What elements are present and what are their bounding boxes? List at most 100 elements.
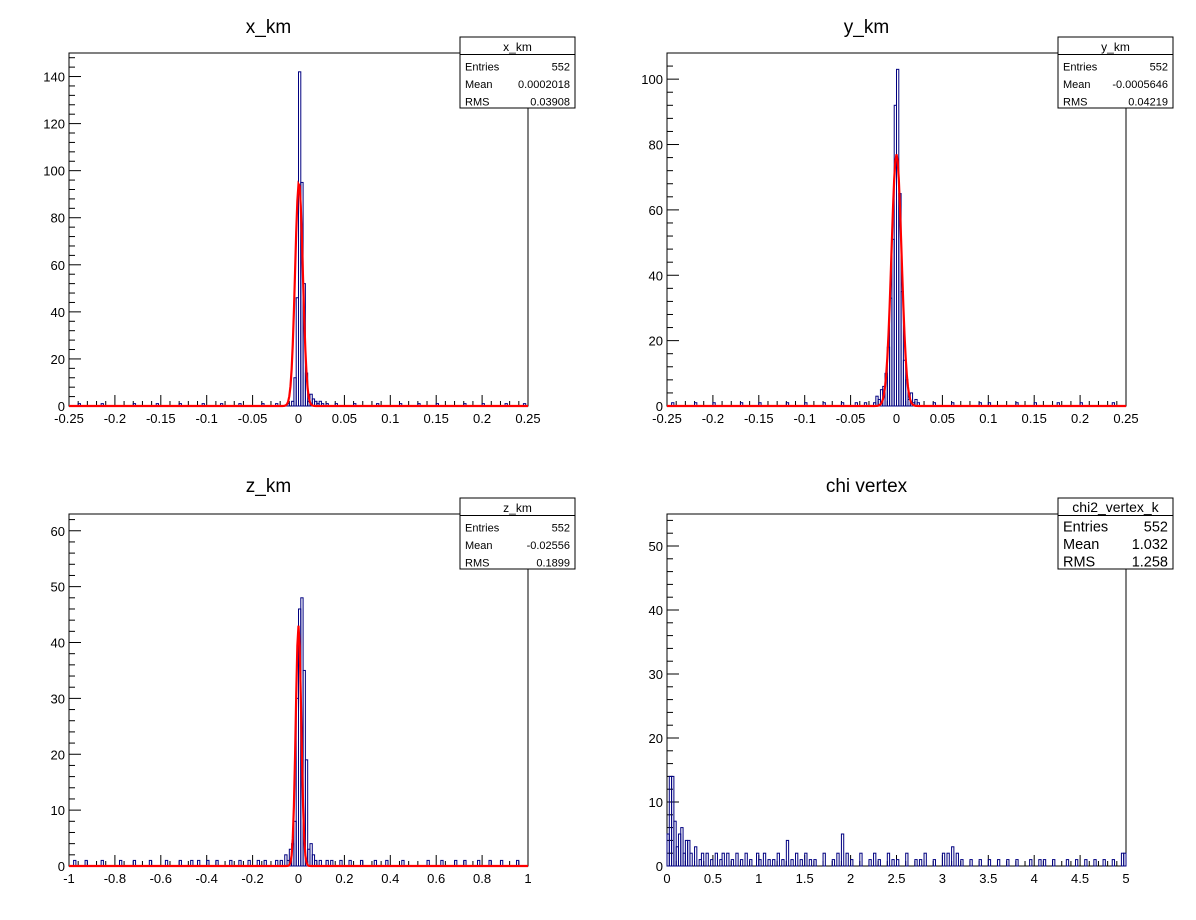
x-tick-label: 0.25 <box>1113 411 1138 426</box>
histogram-bar <box>705 852 709 867</box>
y-tick-label: 30 <box>649 667 663 682</box>
x-tick-label: 3.5 <box>979 871 997 886</box>
x-tick-label: -0.05 <box>238 411 268 426</box>
x-tick-label: 0.4 <box>381 871 399 886</box>
gaussian-fit-curve <box>69 625 528 868</box>
histogram-bar <box>873 852 877 867</box>
x-tick-label: -0.4 <box>195 871 217 886</box>
chart-title: y_km <box>844 17 889 38</box>
y-tick-label: 120 <box>43 117 65 132</box>
histogram-bar <box>781 859 785 867</box>
histogram-bar <box>710 859 714 867</box>
stats-row-value: 0.1899 <box>536 558 570 570</box>
stats-box-name: z_km <box>503 501 532 515</box>
x-tick-label: 0 <box>295 411 302 426</box>
stats-row-label: RMS <box>1063 555 1095 571</box>
histogram-bar <box>744 852 748 867</box>
histogram-bar <box>946 852 950 867</box>
y-tick-label: 80 <box>51 211 65 226</box>
histogram-bar <box>850 859 854 867</box>
histogram-bar <box>1084 859 1088 867</box>
histogram-bar <box>739 859 744 867</box>
x-tick-label: -0.1 <box>793 411 815 426</box>
stats-box-name: y_km <box>1101 40 1130 54</box>
histogram-bar <box>694 846 698 867</box>
stats-row-label: Mean <box>465 540 493 552</box>
y-tick-label: 40 <box>51 305 65 320</box>
histogram-bar <box>767 859 771 867</box>
y-tick-label: 40 <box>649 603 663 618</box>
y-tick-label: 0 <box>58 859 65 874</box>
chart-title: x_km <box>246 17 291 38</box>
plot-frame <box>666 513 1127 867</box>
histogram-bar <box>790 859 794 867</box>
x-tick-label: 1 <box>524 871 531 886</box>
histogram-bar <box>735 852 739 867</box>
histogram-bar <box>1038 859 1042 867</box>
gaussian-fit-curve <box>667 154 1126 408</box>
stats-row-label: RMS <box>465 97 489 109</box>
stats-row-value: 0.0002018 <box>518 79 570 91</box>
histogram-bar <box>859 852 863 867</box>
x-tick-label: -0.05 <box>836 411 866 426</box>
histogram-bar <box>1093 859 1097 867</box>
histogram-bar <box>1052 859 1056 867</box>
y-tick-label: 40 <box>51 636 65 651</box>
y-tick-label: 60 <box>51 524 65 539</box>
histogram-series <box>671 68 1116 407</box>
stats-row-value: 552 <box>1150 62 1168 74</box>
histogram-bar <box>776 852 780 867</box>
y-tick-label: 50 <box>649 539 663 554</box>
x-tick-label: 0.1 <box>381 411 399 426</box>
x-tick-label: 0.15 <box>1022 411 1047 426</box>
histogram-bar <box>689 852 693 867</box>
histogram-bar <box>914 859 918 867</box>
stats-box-frame <box>1057 497 1174 570</box>
histogram-bar <box>896 859 900 867</box>
histogram-bar <box>951 846 955 867</box>
x-tick-label: 4 <box>1031 871 1038 886</box>
y-tick-label: 50 <box>51 580 65 595</box>
x-tick-label: 1.5 <box>796 871 814 886</box>
x-tick-label: 0.5 <box>704 871 722 886</box>
histogram-bar <box>891 859 895 867</box>
histogram-bar <box>749 859 753 867</box>
histogram-bar <box>721 852 725 867</box>
histogram-bar <box>1042 859 1047 867</box>
stats-row-label: Entries <box>1063 520 1108 536</box>
histogram-bar <box>978 859 982 867</box>
x-tick-label: 2 <box>847 871 854 886</box>
y-tick-label: 0 <box>656 399 663 414</box>
y-tick-label: 60 <box>51 258 65 273</box>
stats-row-value: 1.258 <box>1132 555 1168 571</box>
histogram-bar <box>1029 859 1033 867</box>
y-tick-label: 140 <box>43 70 65 85</box>
stats-row-label: RMS <box>465 558 489 570</box>
y-tick-label: 80 <box>649 138 663 153</box>
stats-row-value: 552 <box>1144 520 1168 536</box>
histogram-bar <box>795 852 799 867</box>
x-tick-label: 0 <box>295 871 302 886</box>
histogram-bar <box>813 859 817 867</box>
histogram-bar <box>1102 859 1106 867</box>
stats-row-label: Entries <box>1063 62 1098 74</box>
stats-row-value: 1.032 <box>1132 537 1168 553</box>
histogram-bar <box>758 859 762 867</box>
histogram-bar <box>886 852 891 867</box>
histogram-bar <box>955 852 959 867</box>
stats-box: chi2_vertex_k Entries 552 Mean 1.032 RMS 1.258 <box>1057 497 1174 571</box>
histogram-bar <box>1123 852 1127 867</box>
x-tick-label: 0 <box>893 411 900 426</box>
y-tick-label: 20 <box>649 731 663 746</box>
histogram-bar <box>1015 859 1019 867</box>
histogram-bar <box>845 852 849 867</box>
y-tick-label: 100 <box>641 72 663 87</box>
y-tick-label: 30 <box>51 691 65 706</box>
x-tick-label: 3 <box>939 871 946 886</box>
x-tick-label: -0.2 <box>702 411 724 426</box>
stats-row-value: 0.04219 <box>1128 97 1168 109</box>
histogram-bar <box>836 852 840 867</box>
histogram-bar <box>822 852 826 867</box>
histogram-bar <box>1075 859 1079 867</box>
